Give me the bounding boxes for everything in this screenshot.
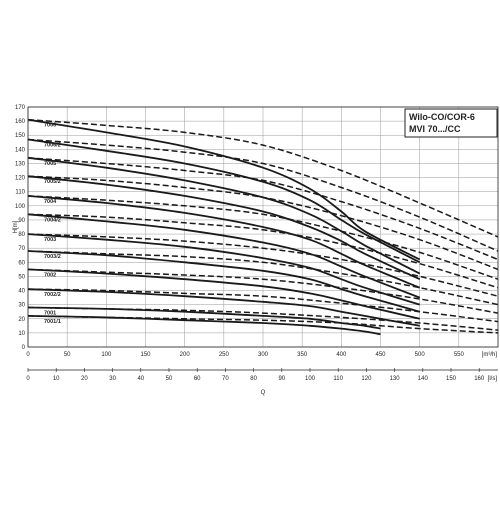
y-tick-label: 40 bbox=[18, 289, 25, 295]
curve-solid-7001 bbox=[28, 306, 381, 330]
y-tick-label: 0 bbox=[22, 345, 26, 351]
curve-solid-7003 bbox=[28, 233, 420, 306]
curve-solid-7001-1 bbox=[28, 315, 381, 336]
curve-dashed-7004-2 bbox=[28, 213, 498, 289]
x2-tick-label: 100 bbox=[305, 376, 316, 382]
y-tick-label: 80 bbox=[18, 232, 25, 238]
x2-tick-label: 140 bbox=[418, 376, 429, 382]
x-tick-label: 450 bbox=[375, 352, 386, 358]
y-axis-title: H[m] bbox=[13, 220, 19, 233]
curve-dashed-7002-2 bbox=[28, 288, 498, 323]
curve-dashed-7002 bbox=[28, 268, 498, 314]
curve-labels: 7006 7006/2 7005 7005/2 7004 7004/2 7003 7003/2… bbox=[44, 123, 61, 325]
curve-label-7004-2: 7004/2 bbox=[44, 217, 61, 223]
curve-dashed-7003-2 bbox=[28, 250, 498, 306]
curve-dashed-7003 bbox=[28, 233, 498, 297]
x-tick-label: 200 bbox=[180, 352, 191, 358]
y-tick-label: 70 bbox=[18, 246, 25, 252]
y-tick-label: 30 bbox=[18, 303, 25, 309]
curve-label-7006-2: 7006/2 bbox=[44, 142, 61, 148]
x2-tick-label: 40 bbox=[137, 376, 144, 382]
x2-tick-label: 30 bbox=[109, 376, 116, 382]
title-box-frame bbox=[404, 108, 498, 138]
curve-label-7004: 7004 bbox=[44, 199, 57, 205]
x-tick-label: 400 bbox=[336, 352, 347, 358]
x2-tick-label: 10 bbox=[53, 376, 60, 382]
x-unit-bottom: [l/s] bbox=[488, 376, 498, 382]
curve-dashed-7005 bbox=[28, 157, 498, 261]
curve-solid-7006-2 bbox=[28, 138, 421, 264]
x2-tick-label: 80 bbox=[250, 376, 257, 382]
curve-label-7006: 7006 bbox=[44, 123, 56, 129]
x2-tick-label: 160 bbox=[474, 376, 485, 382]
y-tick-label: 90 bbox=[18, 218, 25, 224]
curve-solid-7006 bbox=[28, 118, 421, 261]
curve-solid-7005-2 bbox=[28, 175, 421, 281]
y-tick-label: 10 bbox=[18, 331, 25, 337]
x2-tick-label: 150 bbox=[446, 376, 457, 382]
x-tick-label: 0 bbox=[26, 352, 30, 358]
y-tick-label: 20 bbox=[18, 317, 25, 323]
chart-subtitle: MVI 70.../CC bbox=[409, 124, 461, 134]
x-tick-label: 350 bbox=[297, 352, 308, 358]
x2-tick-label: 120 bbox=[361, 376, 372, 382]
curve-dashed-7005-2 bbox=[28, 175, 498, 271]
grid bbox=[27, 106, 498, 348]
x-tick-label: 50 bbox=[64, 352, 71, 358]
chart-title: Wilo-CO/COR-6 bbox=[409, 112, 475, 122]
x2-tick-label: 60 bbox=[194, 376, 201, 382]
curve-label-7002-2: 7002/2 bbox=[44, 292, 61, 298]
curve-solid-7002 bbox=[28, 268, 420, 320]
curve-dashed-7004 bbox=[28, 195, 498, 280]
curve-dashed-7001 bbox=[28, 306, 498, 331]
y-tick-label: 120 bbox=[15, 176, 26, 182]
x2-tick-label: 20 bbox=[81, 376, 88, 382]
y-tick-label: 160 bbox=[15, 119, 26, 125]
curve-label-7003: 7003 bbox=[44, 237, 56, 243]
y-tick-label: 170 bbox=[15, 105, 26, 111]
curve-solid-7003-2 bbox=[28, 250, 420, 313]
x2-tick-label: 110 bbox=[333, 376, 343, 382]
y-tick-label: 130 bbox=[15, 161, 26, 167]
y-tick-label: 100 bbox=[15, 204, 26, 210]
x-tick-label: 550 bbox=[454, 352, 465, 358]
curve-solid-7002-2 bbox=[28, 288, 420, 327]
curve-solid-7004-2 bbox=[28, 213, 421, 299]
x-tick-label: 100 bbox=[101, 352, 112, 358]
curve-label-7003-2: 7003/2 bbox=[44, 254, 61, 260]
x-axis-title: Q bbox=[261, 390, 266, 396]
axes: 0102030405060708090100110120130140150160… bbox=[13, 105, 499, 396]
x-unit-top: [m³/h] bbox=[482, 352, 498, 358]
curves bbox=[28, 118, 498, 336]
curve-label-7002: 7002 bbox=[44, 272, 56, 278]
x-tick-label: 300 bbox=[258, 352, 269, 358]
plot-frame bbox=[27, 106, 499, 348]
x-tick-label: 150 bbox=[140, 352, 151, 358]
y-tick-label: 50 bbox=[18, 274, 25, 280]
curve-label-7005-2: 7005/2 bbox=[44, 179, 61, 185]
curve-label-7005: 7005 bbox=[44, 161, 56, 167]
curve-label-7001: 7001 bbox=[44, 310, 56, 316]
curve-solid-7005 bbox=[28, 156, 421, 275]
curve-dashed-7001-1 bbox=[28, 315, 498, 334]
x2-tick-label: 0 bbox=[26, 376, 30, 382]
y-tick-label: 60 bbox=[18, 260, 25, 266]
x-tick-label: 250 bbox=[219, 352, 230, 358]
x2-tick-label: 50 bbox=[166, 376, 173, 382]
y-tick-label: 110 bbox=[15, 190, 25, 196]
x-tick-label: 500 bbox=[415, 352, 426, 358]
y-tick-label: 150 bbox=[15, 133, 26, 139]
x2-tick-label: 90 bbox=[278, 376, 285, 382]
x2-tick-label: 70 bbox=[222, 376, 229, 382]
curve-label-7001-1: 7001/1 bbox=[44, 319, 61, 325]
title-box: Wilo-CO/COR-6 MVI 70.../CC bbox=[404, 108, 498, 138]
y-tick-label: 140 bbox=[15, 147, 26, 153]
x2-tick-label: 130 bbox=[390, 376, 401, 382]
